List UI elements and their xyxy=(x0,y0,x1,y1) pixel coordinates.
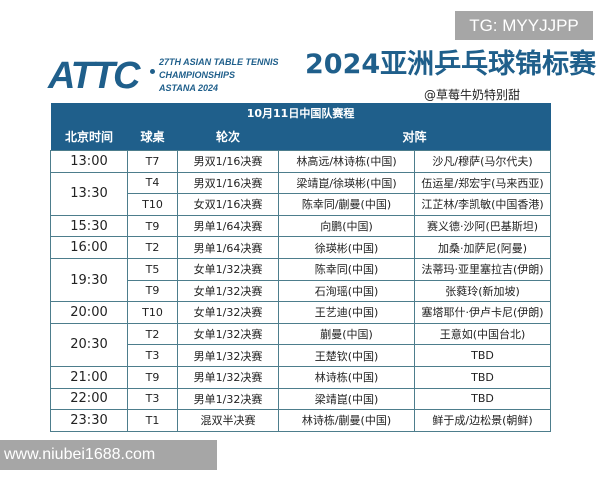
table-number-cell: T10 xyxy=(127,301,178,324)
column-header-table: 球桌 xyxy=(127,122,178,151)
column-header-round: 轮次 xyxy=(177,122,279,151)
table-row: 19:30 T5 女单1/32决赛 陈幸同(中国) 法蒂玛·亚里塞拉吉(伊朗) xyxy=(50,257,552,303)
opponent-cell: 法蒂玛·亚里塞拉吉(伊朗) xyxy=(413,257,552,281)
watermark-site: www.niubei1688.com xyxy=(0,440,217,470)
table-row: 23:30 T1 混双半决赛 林诗栋/蒯曼(中国) 鲜于成/边松景(朝鲜) xyxy=(50,409,552,432)
table-row: 20:30 T2 女单1/32决赛 蒯曼(中国) 王意如(中国台北) xyxy=(50,322,552,367)
player-cell: 王楚钦(中国) xyxy=(278,344,415,367)
table-row: 16:00 T2 男单1/64决赛 徐瑛彬(中国) 加桑·加萨尼(阿曼) xyxy=(50,236,552,259)
round-cell: 男单1/64决赛 xyxy=(177,214,279,238)
round-cell: 女单1/32决赛 xyxy=(177,322,279,346)
opponent-cell: 加桑·加萨尼(阿曼) xyxy=(413,236,552,259)
player-cell: 林诗栋(中国) xyxy=(278,365,415,389)
table-number-cell: T4 xyxy=(127,171,178,195)
table-number-cell: T3 xyxy=(127,344,178,367)
table-number-cell: T5 xyxy=(127,257,178,281)
round-cell: 男双1/16决赛 xyxy=(177,150,279,173)
opponent-cell: TBD xyxy=(413,344,552,367)
table-row: 22:00 T3 男单1/32决赛 梁靖崑(中国) TBD xyxy=(50,387,552,411)
round-cell: 女单1/32决赛 xyxy=(177,279,279,303)
round-cell: 混双半决赛 xyxy=(177,409,279,432)
time-cell: 13:30 xyxy=(50,171,128,216)
subtitle-line: ASTANA 2024 xyxy=(159,83,219,93)
round-cell: 女单1/32决赛 xyxy=(177,301,279,324)
round-cell: 男单1/32决赛 xyxy=(177,344,279,367)
schedule-table: 10月11日中国队赛程 北京时间 球桌 轮次 对阵 13:00 T7 男双1/16决… xyxy=(50,103,552,432)
page-title: 2024亚洲乒乓球锦标赛 xyxy=(305,49,597,80)
subtitle-line: CHAMPIONSHIPS xyxy=(159,70,236,80)
player-cell: 蒯曼(中国) xyxy=(278,322,415,346)
table-row: 20:00 T10 女单1/32决赛 王艺迪(中国) 塞塔耶什·伊卢卡尼(伊朗) xyxy=(50,301,552,324)
table-number-cell: T3 xyxy=(127,387,178,411)
time-cell: 23:30 xyxy=(50,409,128,432)
subtitle-line: 27TH ASIAN TABLE TENNIS xyxy=(159,57,279,67)
opponent-cell: 伍运星/郑宏宇(马来西亚) xyxy=(413,171,552,195)
table-row: T3 男单1/32决赛 王楚钦(中国) TBD xyxy=(51,344,552,367)
table-number-cell: T10 xyxy=(127,193,178,216)
time-cell: 13:00 xyxy=(50,150,128,173)
logo-subtitle: 27TH ASIAN TABLE TENNIS CHAMPIONSHIPS AS… xyxy=(159,56,279,95)
round-cell: 男单1/32决赛 xyxy=(177,365,279,389)
opponent-cell: TBD xyxy=(413,365,552,389)
player-cell: 梁靖崑(中国) xyxy=(278,387,415,411)
table-number-cell: T7 xyxy=(127,150,178,173)
time-cell: 19:30 xyxy=(50,257,128,303)
opponent-cell: 赛义德·沙阿(巴基斯坦) xyxy=(413,214,552,238)
player-cell: 石洵瑶(中国) xyxy=(278,279,415,303)
table-row: 21:00 T9 男单1/32决赛 林诗栋(中国) TBD xyxy=(50,365,552,389)
opponent-cell: TBD xyxy=(413,387,552,411)
time-cell: 21:00 xyxy=(50,365,128,389)
round-cell: 男双1/16决赛 xyxy=(177,171,279,195)
attc-logo: ATTC xyxy=(48,55,140,97)
round-cell: 女单1/32决赛 xyxy=(177,257,279,281)
time-cell: 20:30 xyxy=(50,322,128,367)
column-header-time: 北京时间 xyxy=(50,122,128,151)
table-number-cell: T1 xyxy=(127,409,178,432)
round-cell: 男单1/32决赛 xyxy=(177,387,279,411)
time-cell: 16:00 xyxy=(50,236,128,259)
time-cell: 22:00 xyxy=(50,387,128,411)
logo-dot xyxy=(150,69,155,74)
table-number-cell: T9 xyxy=(127,214,178,238)
round-cell: 女双1/16决赛 xyxy=(177,193,279,216)
table-number-cell: T2 xyxy=(127,322,178,346)
time-cell: 15:30 xyxy=(50,214,128,238)
table-caption: 10月11日中国队赛程 xyxy=(50,103,551,122)
table-row: 13:00 T7 男双1/16决赛 林高远/林诗栋(中国) 沙凡/穆萨(马尔代夫) xyxy=(50,150,552,173)
opponent-cell: 沙凡/穆萨(马尔代夫) xyxy=(413,150,552,173)
time-cell: 20:00 xyxy=(50,301,128,324)
player-cell: 向鹏(中国) xyxy=(278,214,415,238)
table-number-cell: T2 xyxy=(127,236,178,259)
table-number-cell: T9 xyxy=(127,365,178,389)
player-cell: 林高远/林诗栋(中国) xyxy=(278,150,415,173)
opponent-cell: 江芷林/李凯敏(中国香港) xyxy=(413,193,552,216)
column-header-matchup: 对阵 xyxy=(278,122,551,151)
player-cell: 林诗栋/蒯曼(中国) xyxy=(278,409,415,432)
round-cell: 男单1/64决赛 xyxy=(177,236,279,259)
player-cell: 梁靖崑/徐瑛彬(中国) xyxy=(278,171,415,195)
player-cell: 徐瑛彬(中国) xyxy=(278,236,415,259)
table-row: 13:30 T4 男双1/16决赛 梁靖崑/徐瑛彬(中国) 伍运星/郑宏宇(马来西亚) xyxy=(50,171,552,216)
author-handle: @草莓牛奶特别甜 xyxy=(423,88,520,102)
player-cell: 王艺迪(中国) xyxy=(278,301,415,324)
opponent-cell: 王意如(中国台北) xyxy=(413,322,552,346)
table-row: T10 女双1/16决赛 陈幸同/蒯曼(中国) 江芷林/李凯敏(中国香港) xyxy=(51,193,552,216)
watermark-tg: TG: MYYJJPP xyxy=(455,11,593,40)
player-cell: 陈幸同/蒯曼(中国) xyxy=(278,193,415,216)
table-number-cell: T9 xyxy=(127,279,178,303)
opponent-cell: 塞塔耶什·伊卢卡尼(伊朗) xyxy=(413,301,552,324)
opponent-cell: 鲜于成/边松景(朝鲜) xyxy=(413,409,552,432)
player-cell: 陈幸同(中国) xyxy=(278,257,415,281)
opponent-cell: 张蕤玲(新加坡) xyxy=(413,279,552,303)
table-row: 15:30 T9 男单1/64决赛 向鹏(中国) 赛义德·沙阿(巴基斯坦) xyxy=(50,214,552,238)
